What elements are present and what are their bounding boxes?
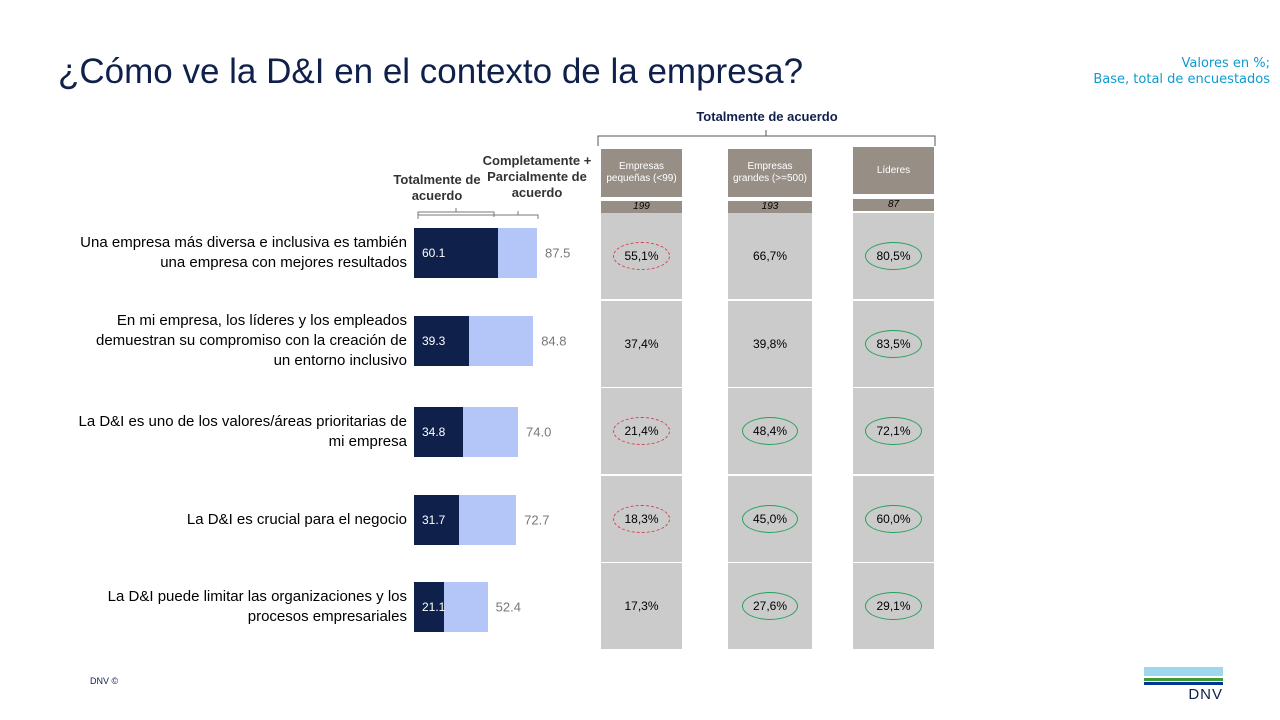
positive-highlight-value: 29,1%	[865, 592, 922, 620]
table-cell: 39,8%	[728, 300, 812, 387]
table-group-bracket	[597, 130, 936, 146]
cell-value: 66,7%	[752, 249, 788, 263]
table-cell: 29,1%	[853, 563, 934, 649]
legend-complete-partial: Completamente + Parcialmente de acuerdo	[482, 153, 592, 200]
cell-value: 37,4%	[624, 336, 659, 351]
note-line-1: Valores en %;	[1181, 56, 1270, 71]
negative-highlight-value: 21,4%	[613, 417, 670, 445]
data-label-complete-partial: 87.5	[545, 245, 571, 261]
table-cell: 80,5%	[853, 213, 934, 299]
table-group-header: Totalmente de acuerdo	[696, 109, 838, 124]
column-header: Líderes	[853, 147, 934, 194]
table-cell: 60,0%	[853, 475, 934, 562]
table-cell: 72,1%	[853, 388, 934, 474]
column-header: Empresas pequeñas (<99)	[601, 149, 682, 197]
data-label-complete-partial: 84.8	[541, 333, 567, 349]
base-count: 199	[601, 201, 682, 213]
table-cell: 55,1%	[601, 213, 682, 299]
table-cell: 66,7%	[728, 213, 812, 299]
bar-total: 34.8	[414, 407, 463, 457]
base-count: 87	[853, 199, 934, 211]
cell-value: 39,8%	[752, 336, 788, 351]
table-cell: 21,4%	[601, 388, 682, 474]
positive-highlight-value: 60,0%	[865, 504, 922, 533]
table-cell: 18,3%	[601, 475, 682, 562]
legend-total: Totalmente de acuerdo	[393, 172, 481, 203]
negative-highlight-value: 18,3%	[613, 504, 670, 533]
category-label: La D&I es crucial para el negocio	[186, 511, 407, 528]
positive-highlight-value: 45,0%	[741, 504, 799, 533]
positive-highlight-value: 80,5%	[865, 242, 922, 270]
positive-highlight-value: 83,5%	[865, 329, 922, 358]
footer-copyright: DNV ©	[90, 676, 119, 686]
data-label-complete-partial: 72.7	[524, 512, 550, 528]
table-cell: 17,3%	[601, 563, 682, 649]
base-count: 193	[728, 201, 812, 213]
bar-total: 21.1	[414, 582, 445, 632]
negative-highlight-value: 55,1%	[613, 242, 670, 270]
column-header: Empresas grandes (>=500)	[728, 149, 812, 197]
legend-brackets	[417, 208, 539, 219]
category-label: Una empresa más diversa e inclusiva es t…	[80, 234, 407, 271]
positive-highlight-value: 72,1%	[865, 417, 922, 445]
category-label: La D&I es uno de los valores/áreas prior…	[78, 413, 407, 450]
bar-total: 39.3	[414, 316, 470, 366]
table-cell: 37,4%	[601, 300, 682, 387]
positive-highlight-value: 48,4%	[741, 417, 799, 445]
cell-value: 17,3%	[624, 599, 659, 613]
table-cell: 27,6%	[728, 563, 812, 649]
data-label-complete-partial: 52.4	[495, 599, 521, 615]
table-cell: 45,0%	[728, 475, 812, 562]
positive-highlight-value: 27,6%	[741, 592, 799, 620]
table-cell: 83,5%	[853, 300, 934, 387]
category-label: La D&I puede limitar las organizaciones …	[107, 588, 407, 625]
dnv-logo: DNV	[1144, 667, 1223, 703]
table-cell: 48,4%	[728, 388, 812, 474]
bar-total: 60.1	[414, 228, 499, 278]
category-label: En mi empresa, los líderes y los emplead…	[96, 312, 407, 369]
values-note: Valores en %; Base, total de encuestados	[1093, 56, 1270, 88]
note-line-2: Base, total de encuestados	[1093, 72, 1270, 87]
data-label-complete-partial: 74.0	[526, 424, 552, 440]
page-title: ¿Cómo ve la D&I en el contexto de la emp…	[58, 52, 804, 91]
bar-total: 31.7	[414, 495, 459, 545]
